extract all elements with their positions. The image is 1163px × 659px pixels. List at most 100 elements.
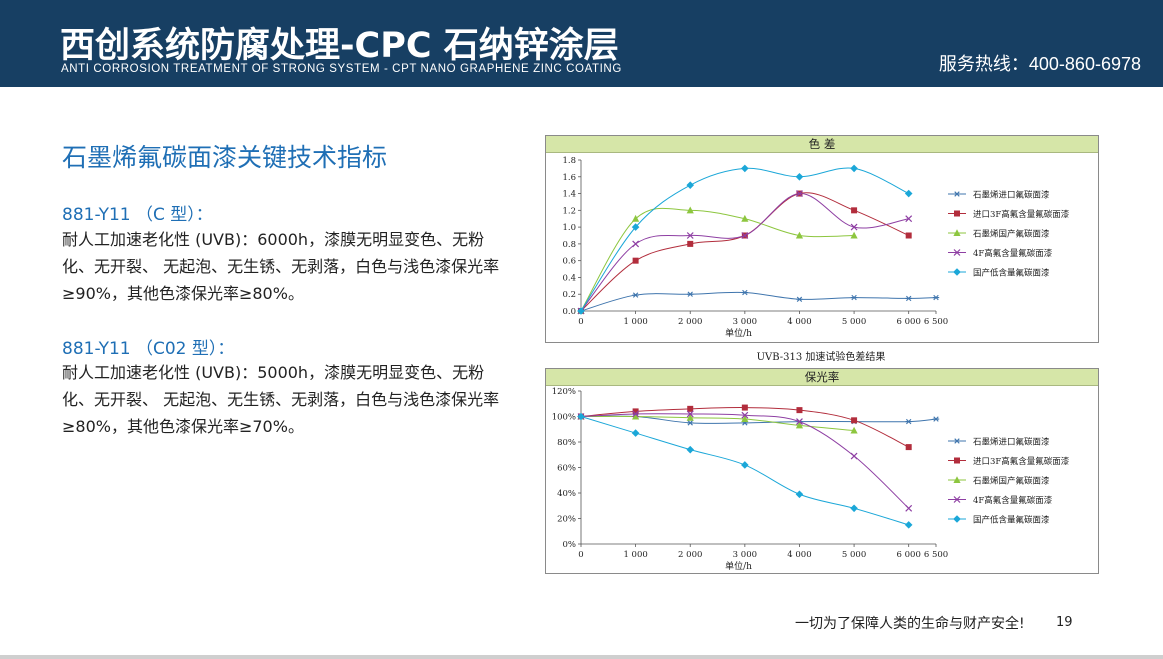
data-point [741,289,749,296]
data-point [905,215,913,223]
series-2 [578,190,912,314]
data-point [850,231,858,239]
x-tick-label: 5 000 [842,550,866,560]
legend-symbol [953,191,961,197]
gloss-retention-chart: 保光率 0% 20% 40% 60% 80% 100% 120% 0 1 000 2 000 3 0… [545,368,1099,574]
y-tick-label: 60% [557,464,576,474]
y-tick-label: 0% [563,540,577,550]
data-point [631,223,640,231]
data-point [687,420,694,426]
data-point [741,461,749,469]
data-point [850,223,858,231]
data-point [905,504,913,512]
legend-symbol [953,249,961,256]
data-point [632,408,639,415]
legend-marker [954,457,960,464]
data-point [632,257,639,264]
header-banner: 西创系统防腐处理-CPC 石纳锌涂层 ANTI CORROSION TREATM… [0,0,1163,87]
y-tick-label: 80% [557,438,576,448]
legend-marker [953,476,961,483]
legend-marker [953,268,961,276]
x-tick-label: 2 000 [678,550,702,560]
x-tick-label: 6 500 [924,317,948,327]
data-point [632,240,640,248]
chart-plot: 0% 20% 40% 60% 80% 100% 120% 0 1 000 2 000 3 000 4 … [552,387,1070,572]
series-line [580,413,910,509]
y-tick-label: 1.6 [562,173,576,183]
x-axis-label: 单位/h [725,327,752,339]
data-point [741,404,748,411]
data-point [850,504,858,513]
model-desc-c: 耐人工加速老化性 (UVB)：6000h，漆膜无明显变色、无粉化、无开裂、 无起… [62,230,500,303]
y-tick-label: 1.2 [562,206,576,216]
footer-slogan: 一切为了保障人类的生命与财产安全! [795,616,1025,632]
model-label-c: 881-Y11 （C 型）： [62,205,213,225]
x-tick-label: 3 000 [733,550,757,560]
x-tick-label: 3 000 [733,317,757,327]
y-tick-label: 0.6 [562,257,576,267]
legend-symbol [953,476,961,483]
legend-marker [953,191,961,197]
page-title: 西创系统防腐处理-CPC 石纳锌涂层 [60,26,619,66]
legend-symbol [954,210,960,217]
data-point [796,190,803,197]
data-point [905,295,912,302]
x-tick-label: 0 [578,550,583,560]
x-tick-label: 1 000 [623,317,647,327]
legend-symbol [953,515,961,523]
y-tick-label: 40% [557,489,576,499]
legend-marker [953,515,961,523]
data-point [687,291,694,297]
series-line [580,407,909,448]
data-point [686,413,694,421]
y-tick-label: 1.0 [562,223,576,233]
data-point [850,452,858,460]
x-tick-label: 4 000 [787,550,811,560]
data-point [795,172,804,181]
legend-symbol [953,229,961,236]
data-point [687,405,694,412]
y-tick-label: 0.2 [562,290,576,300]
series-line [580,415,855,432]
y-tick-label: 20% [557,515,576,525]
y-tick-label: 0.4 [562,273,576,283]
series-1 [577,289,940,314]
series-5 [577,164,913,315]
chart-title: 色 差 [546,136,1098,153]
series-4 [577,190,913,315]
legend-marker [953,229,961,236]
data-point [686,232,694,239]
data-point [632,412,640,420]
y-tick-label: 0.8 [562,240,576,250]
x-tick-label: 6 000 [897,317,921,327]
legend-label: 4F高氟含量氟碳面漆 [973,495,1053,506]
y-tick-label: 100% [552,413,576,423]
data-point [687,240,694,247]
chart-title: 保光率 [546,369,1098,386]
x-tick-label: 4 000 [787,317,811,327]
series-2 [578,404,912,451]
data-point [905,232,912,239]
data-point [631,429,640,437]
legend-label: 石墨烯进口氟碳面漆 [973,190,1050,201]
model-label-c02: 881-Y11 （C02 型）： [62,339,235,359]
x-tick-label: 1 000 [623,550,647,560]
series-5 [577,412,913,529]
data-point [741,214,749,222]
x-tick-label: 6 500 [924,550,948,560]
data-point [796,407,803,414]
series-line [580,291,937,312]
legend-marker [953,438,961,444]
series-line [580,207,855,312]
legend-label: 石墨烯进口氟碳面漆 [973,437,1050,448]
data-point [851,207,858,214]
legend-label: 进口3F高氟含量氟碳面漆 [973,209,1070,220]
data-point [741,164,749,173]
legend-marker [954,210,960,217]
bottom-divider [0,655,1163,659]
y-tick-label: 1.4 [562,190,576,200]
data-point [904,521,913,529]
data-point [850,426,858,434]
data-point [686,445,695,454]
data-point [904,189,913,198]
